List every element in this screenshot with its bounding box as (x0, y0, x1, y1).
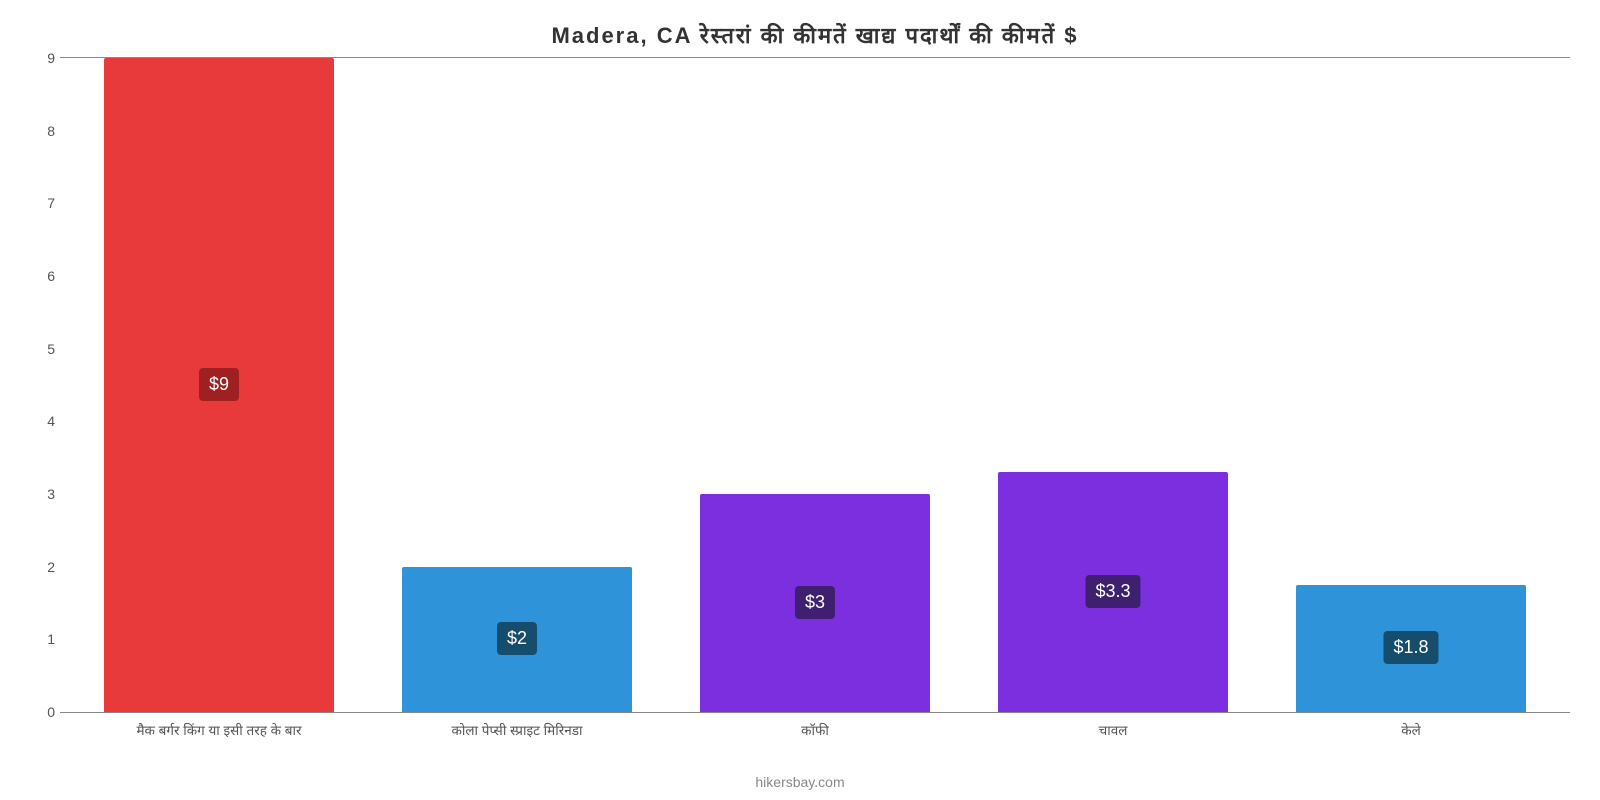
bar: $1.8 (1296, 585, 1526, 712)
y-tick: 8 (25, 123, 55, 139)
bar-group: $1.8 (1262, 58, 1560, 712)
y-tick: 5 (25, 341, 55, 357)
plot-area: 0123456789 $9$2$3$3.3$1.8 (60, 58, 1570, 713)
bar-value-label: $2 (497, 622, 537, 655)
chart-footer: hikersbay.com (0, 774, 1600, 790)
bar-value-label: $1.8 (1383, 631, 1438, 664)
bar-value-label: $3 (795, 586, 835, 619)
x-axis-labels: मैक बर्गर किंग या इसी तरह के बारकोला पेप… (60, 713, 1570, 739)
bar-value-label: $9 (199, 368, 239, 401)
bar: $3.3 (998, 472, 1228, 712)
y-axis: 0123456789 (25, 58, 55, 712)
y-tick: 2 (25, 559, 55, 575)
x-label: मैक बर्गर किंग या इसी तरह के बार (70, 721, 368, 739)
x-label: चावल (964, 721, 1262, 739)
y-tick: 4 (25, 413, 55, 429)
y-tick: 3 (25, 486, 55, 502)
x-label: केले (1262, 721, 1560, 739)
bar: $9 (104, 58, 334, 712)
bar: $2 (402, 567, 632, 712)
y-tick: 9 (25, 50, 55, 66)
y-tick: 0 (25, 704, 55, 720)
chart-title: Madera, CA रेस्तरां की कीमतें खाद्य पदार… (60, 20, 1570, 50)
x-label: कोला पेप्सी स्प्राइट मिरिनडा (368, 721, 666, 739)
y-tick: 1 (25, 631, 55, 647)
y-tick: 6 (25, 268, 55, 284)
bar-group: $2 (368, 58, 666, 712)
price-chart: Madera, CA रेस्तरां की कीमतें खाद्य पदार… (0, 0, 1600, 800)
x-label: कॉफी (666, 721, 964, 739)
y-tick: 7 (25, 195, 55, 211)
bars-container: $9 $2 $3 $3.3 $1.8 (60, 58, 1570, 712)
bar-group: $3.3 (964, 58, 1262, 712)
bar: $3 (700, 494, 930, 712)
bar-value-label: $3.3 (1085, 575, 1140, 608)
bar-group: $3 (666, 58, 964, 712)
bar-group: $9 (70, 58, 368, 712)
